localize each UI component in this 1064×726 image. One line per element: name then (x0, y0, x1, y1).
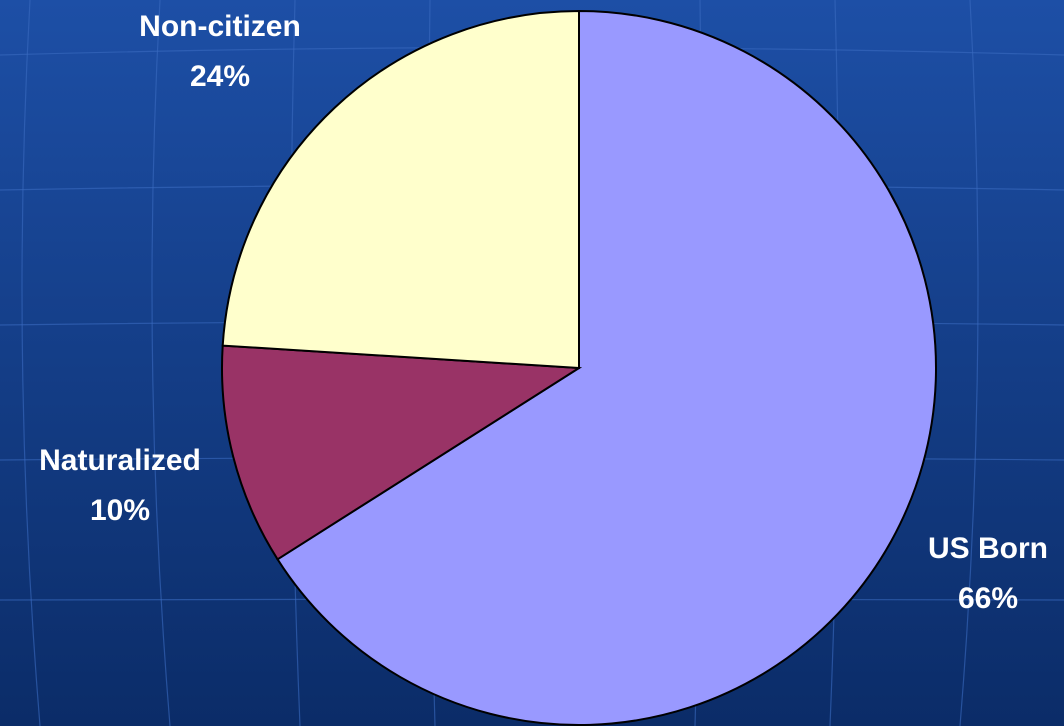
slice-label: Non-citizen (139, 10, 301, 43)
pie-slice (221, 9, 580, 370)
slice-label: Naturalized (39, 444, 201, 477)
slice-value-label: 10% (90, 494, 150, 527)
pie-slice (221, 344, 583, 561)
pie (221, 9, 937, 726)
slice-value-label: 66% (958, 582, 1018, 615)
slice-label: US Born (928, 532, 1048, 565)
pie-slice (276, 9, 937, 726)
slice-value-label: 24% (190, 60, 250, 93)
